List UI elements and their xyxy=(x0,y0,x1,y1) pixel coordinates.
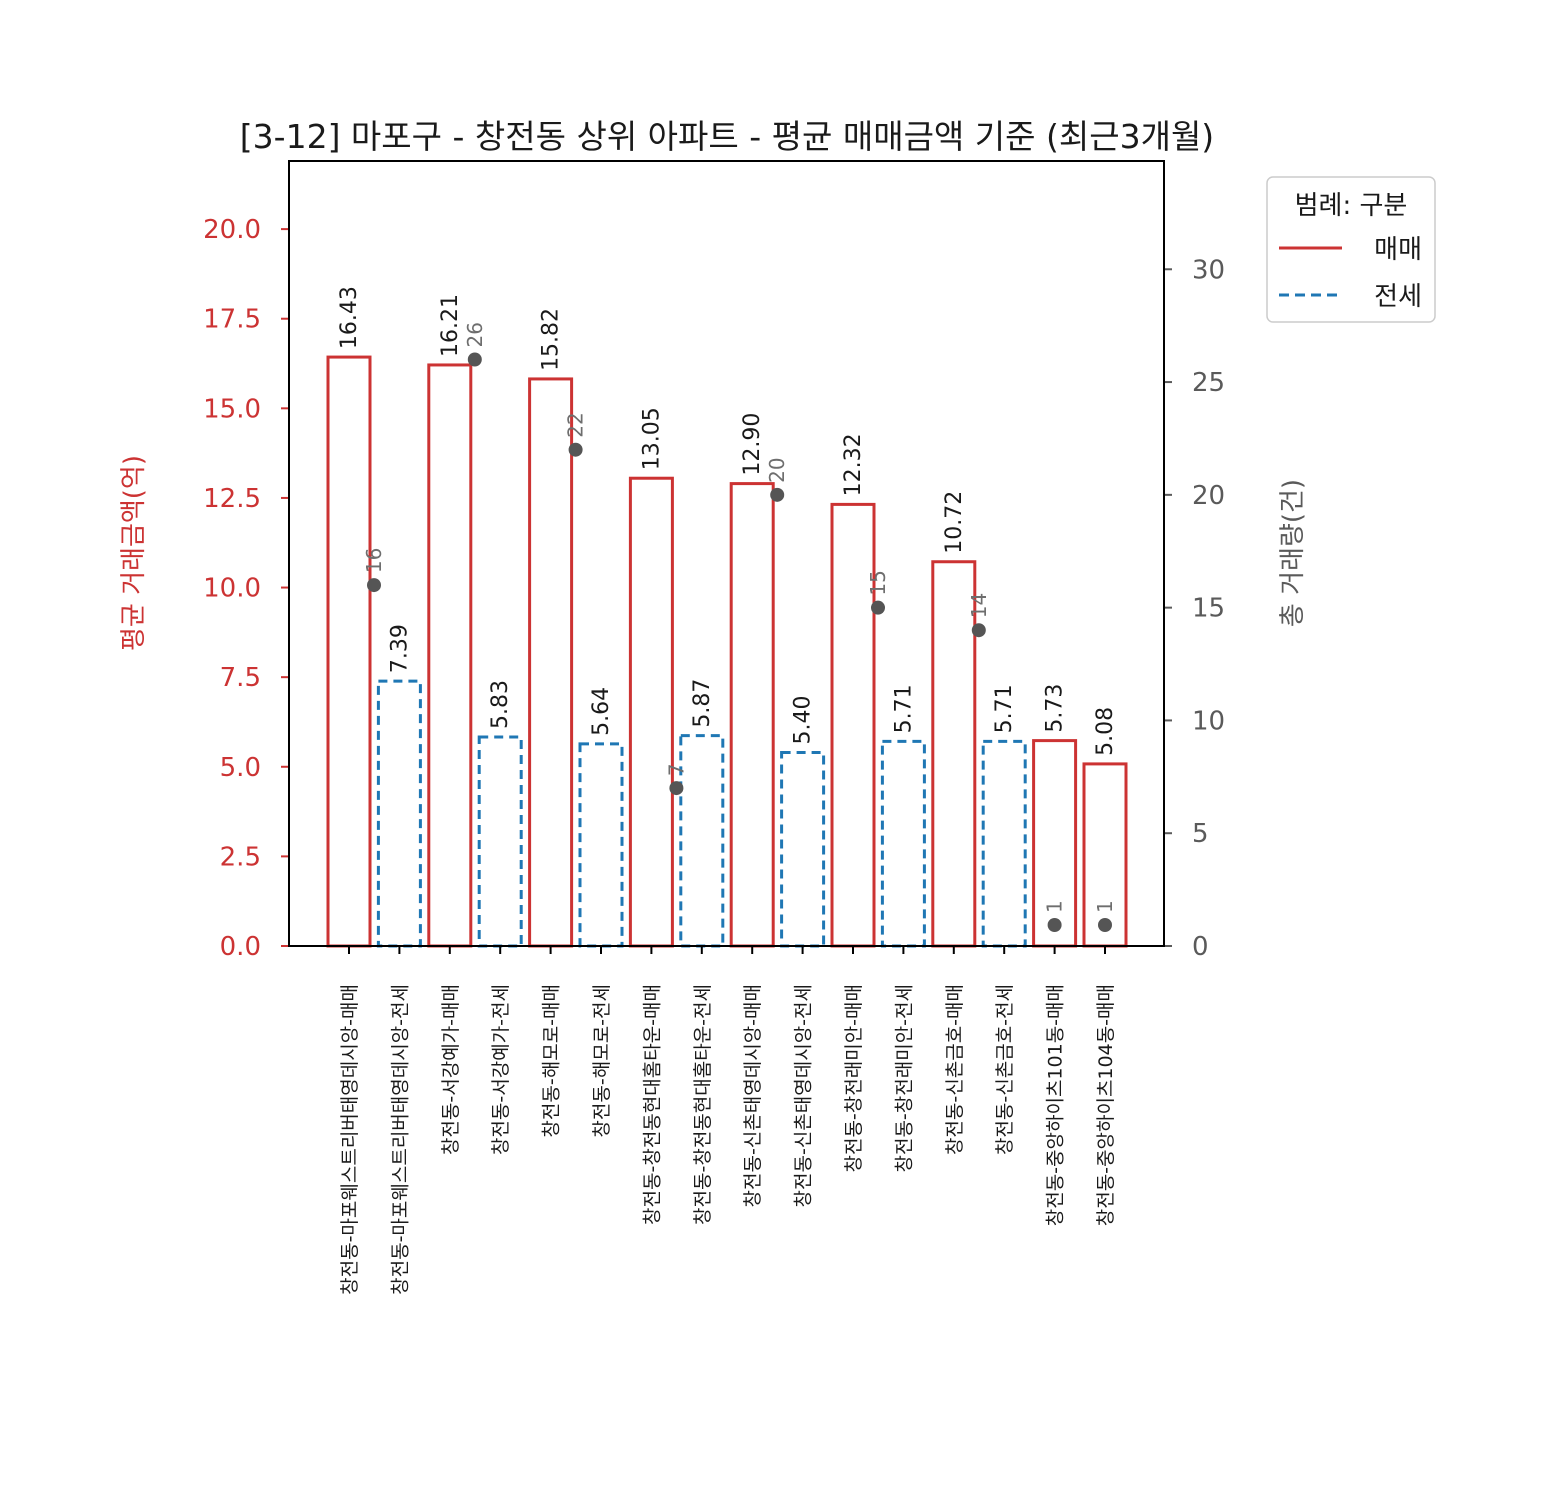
bar-value-label: 5.40 xyxy=(791,695,816,744)
left-tick-label: 0.0 xyxy=(220,932,261,962)
x-tick-label: 창전동-해모로-매매 xyxy=(541,984,563,1138)
right-tick-label: 10 xyxy=(1192,706,1225,736)
right-axis-label: 총 거래량(건) xyxy=(1278,479,1308,627)
bar-value-label: 7.39 xyxy=(387,624,412,673)
right-tick-label: 30 xyxy=(1192,255,1225,285)
plot-area: 16.43 7.39 16.21 5.83 15.82 5.64 13.05 5.87 12.9… xyxy=(326,286,1128,948)
volume-dot xyxy=(1047,918,1062,932)
bar-value-label: 16.21 xyxy=(438,294,463,357)
volume-dot xyxy=(1098,918,1112,932)
x-tick-label: 창전동-창전동현대홈타운-전세 xyxy=(692,984,714,1225)
volume-dot xyxy=(467,352,482,367)
left-tick-label: 15.0 xyxy=(203,394,261,424)
right-tick-label: 5 xyxy=(1192,819,1209,849)
bar-sale xyxy=(1032,739,1078,948)
x-tick-label: 창전동-마포웨스트리버태영데시앙-전세 xyxy=(389,984,411,1295)
bar-jeonse xyxy=(780,750,826,948)
x-tick-label: 창전동-해모로-전세 xyxy=(591,984,613,1138)
legend-title: 범례: 구분 xyxy=(1295,191,1408,221)
x-tick-label: 창전동-창전래미안-전세 xyxy=(893,984,915,1173)
volume-dot xyxy=(871,600,885,615)
bar-value-label: 16.43 xyxy=(337,286,362,349)
bar-sale xyxy=(729,482,775,948)
bar-value-label: 5.64 xyxy=(589,687,614,736)
bar-value-label: 15.82 xyxy=(539,308,564,371)
left-tick-label: 2.5 xyxy=(220,842,261,872)
legend: 범례: 구분 매매 전세 xyxy=(1266,176,1436,323)
volume-label: 15 xyxy=(866,570,890,595)
legend-label-jeonse: 전세 xyxy=(1374,282,1422,312)
left-tick-label: 20.0 xyxy=(203,215,261,245)
left-y-axis: 0.0 2.5 5.0 7.5 10.0 12.5 15.0 17.5 20.0 xyxy=(203,215,289,962)
volume-label: 14 xyxy=(967,593,991,618)
left-tick-label: 7.5 xyxy=(220,663,261,693)
x-tick-label: 창전동-신촌금호-전세 xyxy=(994,984,1016,1155)
bar-sale xyxy=(427,363,473,948)
volume-label: 7 xyxy=(664,763,688,776)
legend-box xyxy=(1266,176,1436,323)
bar-sale xyxy=(326,355,372,948)
left-axis-label: 평균 거래금액(억) xyxy=(119,455,149,651)
bar-value-label: 5.73 xyxy=(1043,684,1068,733)
bar-value-label: 10.72 xyxy=(942,491,967,554)
x-tick-label: 창전동-신촌태영데시앙-매매 xyxy=(742,984,764,1207)
volume-dot xyxy=(367,578,381,593)
bar-value-label: 12.90 xyxy=(740,413,765,476)
bar-value-label: 5.71 xyxy=(992,684,1017,733)
volume-label: 20 xyxy=(765,457,789,482)
bar-sale xyxy=(528,377,574,948)
x-tick-label: 창전동-서강예가-전세 xyxy=(490,984,512,1155)
left-tick-label: 5.0 xyxy=(220,753,261,783)
right-tick-label: 15 xyxy=(1192,594,1225,624)
bar-value-label: 12.32 xyxy=(841,433,866,496)
volume-label: 1 xyxy=(1043,900,1067,913)
x-tick-label: 창전동-중앙하이츠101동-매매 xyxy=(1045,984,1067,1226)
volume-label: 1 xyxy=(1093,900,1117,913)
volume-dot xyxy=(770,487,785,502)
right-tick-label: 20 xyxy=(1192,481,1225,511)
bar-sale xyxy=(931,560,977,948)
bar-sale xyxy=(628,476,674,948)
volume-dot xyxy=(971,623,986,638)
legend-label-sale: 매매 xyxy=(1374,235,1422,265)
bar-jeonse xyxy=(477,735,523,948)
left-tick-label: 17.5 xyxy=(203,305,261,335)
plot-frame xyxy=(288,160,1165,947)
volume-label: 16 xyxy=(362,548,386,573)
left-tick-label: 10.0 xyxy=(203,574,261,604)
bar-value-label: 5.87 xyxy=(690,679,715,728)
chart-title: [3-12] 마포구 - 창전동 상위 아파트 - 평균 매매금액 기준 (최근… xyxy=(240,117,1214,156)
x-tick-label: 창전동-신촌금호-매매 xyxy=(944,984,966,1155)
right-y-axis: 0 5 10 15 20 25 30 xyxy=(1164,255,1225,962)
left-tick-label: 12.5 xyxy=(203,484,261,514)
x-tick-label: 창전동-창전동현대홈타운-매매 xyxy=(641,984,663,1225)
right-tick-label: 25 xyxy=(1192,368,1225,398)
bar-jeonse xyxy=(981,739,1027,948)
bar-value-label: 13.05 xyxy=(639,407,664,470)
bar-value-label: 5.08 xyxy=(1093,707,1118,756)
x-tick-label: 창전동-중앙하이츠104동-매매 xyxy=(1095,984,1117,1226)
bar-jeonse xyxy=(578,742,624,948)
x-tick-label: 창전동-마포웨스트리버태영데시앙-매매 xyxy=(339,984,361,1295)
bar-jeonse xyxy=(880,739,926,948)
bar-jeonse xyxy=(376,679,422,948)
bar-value-label: 5.71 xyxy=(891,684,916,733)
right-tick-label: 0 xyxy=(1192,932,1209,962)
volume-dot xyxy=(568,442,583,457)
x-tick-label: 창전동-신촌태영데시앙-전세 xyxy=(793,984,815,1207)
bar-value-label: 5.83 xyxy=(488,680,513,729)
x-axis: 창전동-마포웨스트리버태영데시앙-매매 창전동-마포웨스트리버태영데시앙-전세 창전… xyxy=(339,946,1117,1295)
x-tick-label: 창전동-창전래미안-매매 xyxy=(843,984,865,1173)
volume-label: 22 xyxy=(564,412,588,437)
x-tick-label: 창전동-서강예가-매매 xyxy=(440,984,462,1155)
volume-dot xyxy=(669,781,684,796)
volume-label: 26 xyxy=(463,322,487,347)
